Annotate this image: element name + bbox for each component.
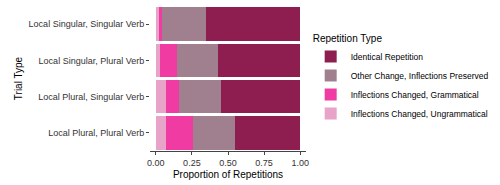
svg-text:Local Plural, Singular Verb: Local Plural, Singular Verb [38, 92, 144, 102]
svg-text:Proportion of Repetitions: Proportion of Repetitions [173, 169, 283, 180]
svg-text:Inflections Changed, Grammatic: Inflections Changed, Grammatical [351, 90, 479, 100]
svg-text:0.50: 0.50 [219, 158, 237, 168]
svg-text:Local Singular, Singular Verb: Local Singular, Singular Verb [29, 19, 145, 29]
svg-text:Local Singular, Plural Verb: Local Singular, Plural Verb [39, 56, 145, 66]
svg-text:0.75: 0.75 [255, 158, 273, 168]
svg-text:Trial Type: Trial Type [13, 56, 24, 100]
svg-text:Local Plural, Plural Verb: Local Plural, Plural Verb [48, 128, 144, 138]
svg-text:Other Change, Inflections Pres: Other Change, Inflections Preserved [351, 71, 489, 81]
svg-text:Inflections Changed, Ungrammat: Inflections Changed, Ungrammatical [351, 109, 488, 119]
svg-text:Identical Repetition: Identical Repetition [351, 52, 424, 62]
svg-text:0.25: 0.25 [183, 158, 201, 168]
svg-text:Repetition Type: Repetition Type [313, 33, 383, 44]
svg-text:0.00: 0.00 [147, 158, 165, 168]
svg-text:1.00: 1.00 [291, 158, 309, 168]
